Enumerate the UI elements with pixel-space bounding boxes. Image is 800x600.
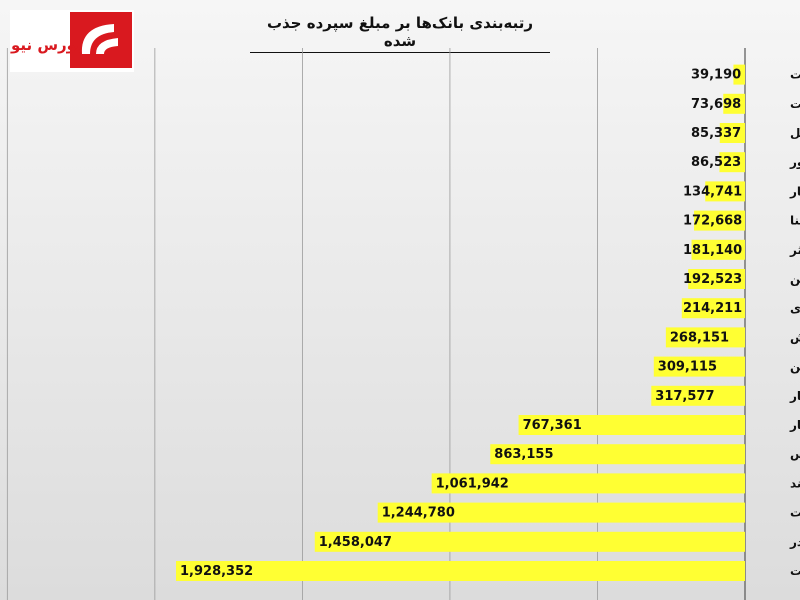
bar [705,181,745,202]
category-label: وخاور [789,155,800,170]
data-label: 134,741 [683,184,742,199]
bar [665,327,745,348]
category-label: ونوین [790,360,800,375]
bar [688,269,745,289]
category-label: وتجارت [790,506,800,521]
category-label: وپاسار [789,418,800,433]
chart-title: رتبه‌بندی بانک‌ها بر مبلغ سپرده جذب شده [250,14,550,53]
category-label: وزمین [790,272,800,287]
data-label: 309,115 [658,360,717,375]
category-label: وسینا [790,214,800,229]
category-label: وکوثر [789,243,800,258]
bar [518,415,745,435]
data-label: 1,244,780 [382,506,455,521]
bar [694,210,745,231]
bar [431,473,745,494]
category-label: حکمت [790,68,800,82]
data-label: 181,140 [683,243,742,258]
bar [733,64,745,85]
data-label: 85,337 [691,126,741,141]
logo-swoosh-outer [81,24,114,54]
data-label: 192,523 [683,272,742,287]
data-label: 1,458,047 [319,535,392,550]
logo-text: بورس نیوز [10,36,82,54]
data-label: 172,668 [683,214,742,229]
bar [719,123,745,143]
data-label: 1,061,942 [436,476,509,491]
bar [653,356,745,377]
category-label: وگردش [790,330,800,345]
data-label: 863,155 [494,447,553,462]
category-label: وپارس [790,447,800,462]
category-label: دی [790,301,800,315]
bar [681,298,745,319]
bar [377,502,745,523]
data-label: 214,211 [683,301,742,316]
data-label: 1,928,352 [180,564,253,579]
data-label: 767,361 [523,418,582,433]
category-label: وانصار [789,389,800,404]
bar [719,152,745,173]
data-label: 73,698 [691,97,741,112]
category-label: وپست [790,97,800,112]
data-label: 317,577 [655,389,714,404]
logo-graphic: بورس نیوز [1,12,132,68]
bar [691,239,745,260]
data-label: 39,190 [691,68,741,83]
bar [651,385,745,406]
logo: بورس نیوز [1,10,134,72]
data-label: 268,151 [670,330,729,345]
bars [176,64,745,581]
bar [723,93,745,114]
bar [176,561,745,581]
logo-red-block [70,12,132,68]
labels: 39,190 حکمت 73,698 وپست 85,337 وملل 86,523 وخاو… [180,68,800,579]
category-label: وکار [789,184,800,199]
bar [314,531,745,552]
category-label: وبصادر [789,535,800,550]
category-label: وآیند [790,475,800,491]
bar [490,444,745,465]
data-label: 86,523 [691,155,741,170]
category-label: وملل [790,126,800,141]
category-label: وبملت [790,564,800,579]
logo-swoosh-inner [96,38,118,54]
